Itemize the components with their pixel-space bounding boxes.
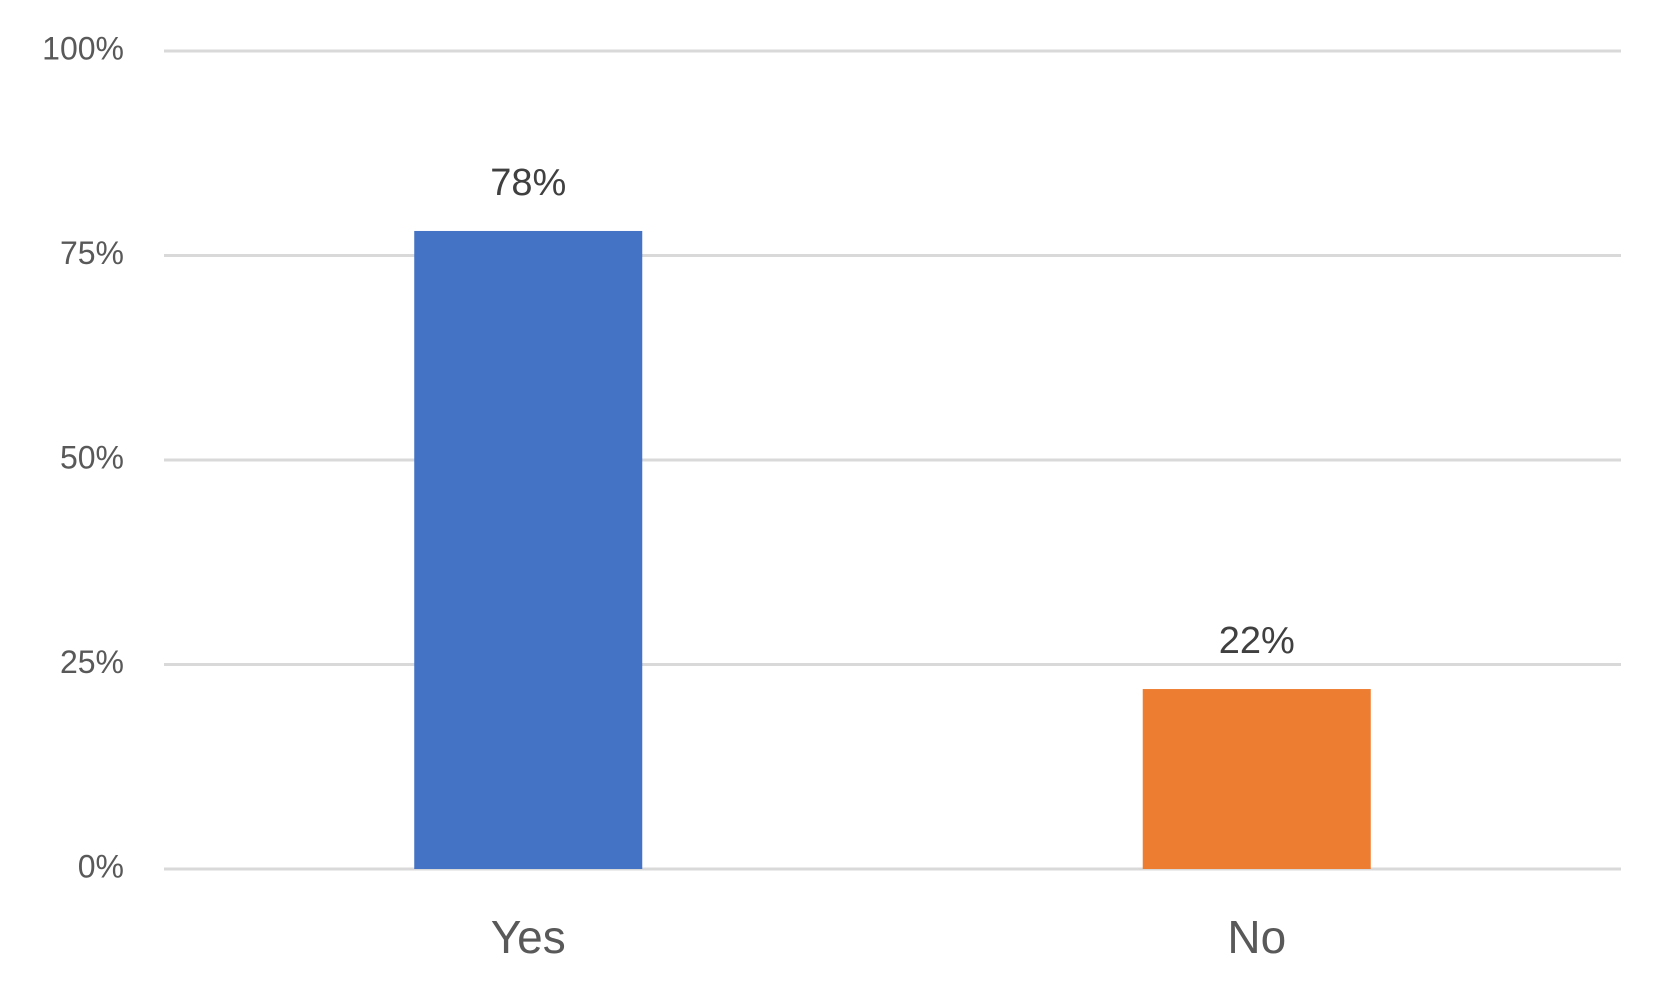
bar [1142,689,1371,869]
x-tick-label: No [1227,911,1286,963]
value-label: 78% [490,162,566,204]
y-tick-label: 75% [60,235,124,271]
y-tick-label: 0% [78,848,124,884]
x-tick-label: Yes [491,911,566,963]
y-tick-label: 50% [60,439,124,475]
value-label: 22% [1219,620,1295,662]
y-tick-label: 25% [60,644,124,680]
bar [414,230,643,869]
y-tick-label: 100% [42,30,124,66]
